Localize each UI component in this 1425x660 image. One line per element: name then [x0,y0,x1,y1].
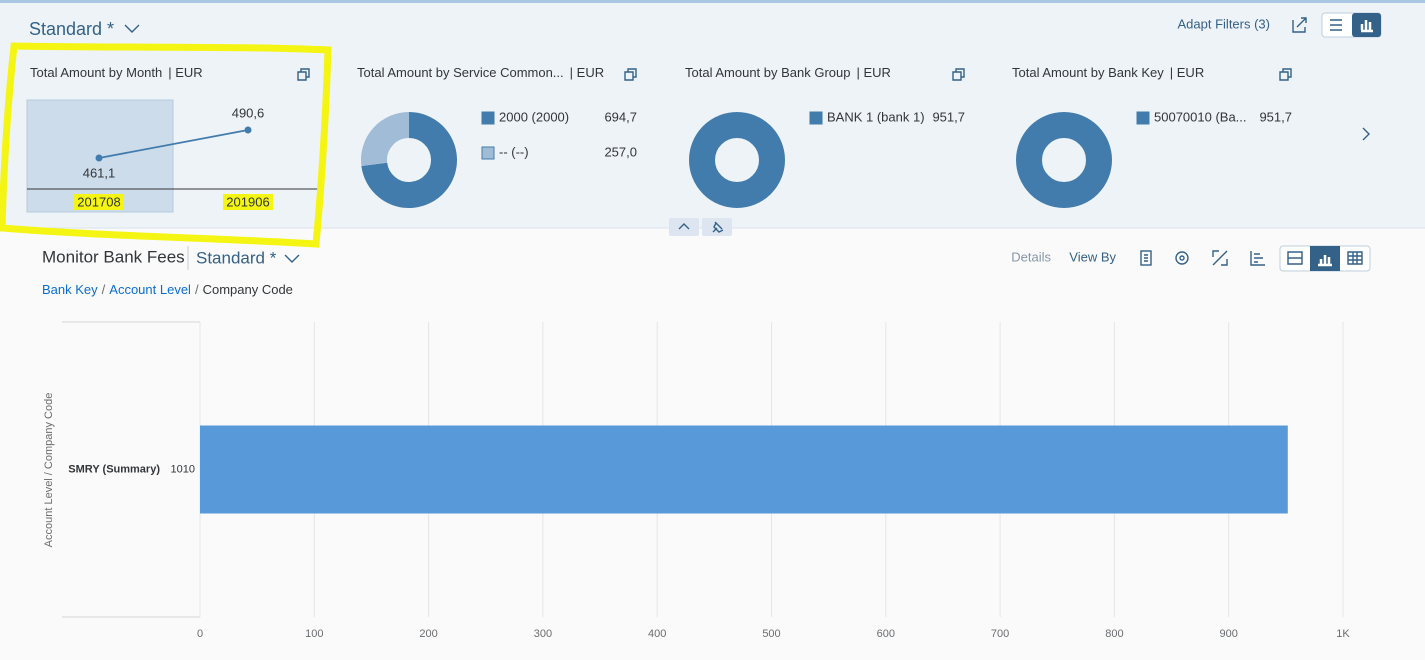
chart-table-icon [1287,251,1303,265]
card-unit: | EUR [856,65,890,80]
chart-only-icon [1318,255,1332,267]
legend-label: 50070010 (Ba... [1154,109,1247,124]
expand-icon[interactable] [624,68,637,81]
donut-segment [1016,112,1112,208]
highlight-annotation: 201708 201906 [0,42,332,248]
x-tick-label: 1K [1336,628,1350,640]
list-icon [1330,19,1342,31]
card-title: Total Amount by Bank Key | EUR [1012,65,1204,80]
legend-label: 2000 (2000) [499,109,569,124]
highlight-loop [0,42,332,248]
x-tick-label: 500 [762,628,780,640]
category-label: 1010 [171,463,195,475]
breadcrumb-current: Company Code [203,282,293,297]
x-tick-label: 600 [877,628,895,640]
view-by[interactable]: View By [1069,249,1116,264]
point [244,126,252,134]
collapse-button[interactable] [669,218,699,236]
category-label: 201708 [77,194,120,209]
pin-button[interactable] [702,218,732,236]
toolbar-icons[interactable] [1140,250,1265,266]
x-tick-label: 700 [991,628,1009,640]
card-unit: | EUR [570,65,604,80]
expand-icon[interactable] [1279,68,1292,81]
x-tick-label: 800 [1105,628,1123,640]
card-title: Total Amount by Bank Group | EUR [685,65,891,80]
legend-swatch [481,146,495,160]
legend-swatch [1136,111,1150,125]
legend-value: 694,7 [604,109,637,124]
main-variant-arrow[interactable] [284,254,300,263]
legend-swatch [809,111,823,125]
variant-arrow[interactable] [124,24,140,33]
highlight-marker [74,194,124,210]
bar[interactable] [200,425,1288,514]
breadcrumb-link[interactable]: Account Level [109,282,191,297]
legend-label: BANK 1 (bank 1) [827,109,925,124]
legend-value: 257,0 [604,144,637,159]
variant[interactable]: Standard * [29,19,114,39]
details[interactable]: Details [1011,249,1051,264]
share-icon[interactable] [1292,17,1307,33]
legend-label: -- (--) [499,144,529,159]
y-axis-title: Account Level / Company Code [43,393,55,548]
adapt-filters[interactable]: Adapt Filters (3) [1178,16,1270,31]
expand-icon[interactable] [952,68,965,81]
x-tick-label: 400 [648,628,666,640]
category-label: 201906 [226,194,269,209]
x-tick-label: 100 [305,628,323,640]
card-title: Total Amount by Service Common... | EUR [357,65,604,80]
table-icon [1347,251,1363,265]
card-title-text: Total Amount by Bank Key [1012,65,1164,80]
legend-value: 951,7 [932,109,965,124]
x-tick-label: 300 [534,628,552,640]
top-border [0,0,1425,3]
value-label: 490,6 [232,105,265,120]
pin-icon [712,221,724,233]
x-tick-label: 900 [1220,628,1238,640]
line [98,129,249,159]
page-title: Monitor Bank Fees [42,247,185,266]
card-unit: | EUR [1170,65,1204,80]
card-title: Total Amount by Month | EUR [30,65,203,80]
legend-swatch [481,111,495,125]
donut-segment [361,112,457,208]
legend-value: 951,7 [1259,109,1292,124]
value-label: 461,1 [83,165,116,180]
collapse-icon [678,223,690,230]
x-tick-label: 200 [419,628,437,640]
x-tick-label: 0 [197,628,203,640]
breadcrumb-link[interactable]: Bank Key [42,282,98,297]
card-unit: | EUR [168,65,202,80]
breadcrumb: Bank Key / Account Level / Company Code [42,282,293,297]
card-title-text: Total Amount by Service Common... [357,65,564,80]
chart-icon [1360,20,1373,33]
filter-charts: Total Amount by Month | EUR 461,1 490,6 Tota… [26,65,1292,213]
donut-segment [361,112,410,167]
main-variant[interactable]: Standard * [196,248,277,267]
card-title-text: Total Amount by Bank Group [685,65,850,80]
main-chart: 0 100 200 300 400 500 600 700 800 900 1K SMRY (Summ… [43,321,1350,640]
point [95,154,103,162]
card-title-text: Total Amount by Month [30,65,162,80]
next-arrow[interactable] [1362,127,1370,141]
group-label: SMRY (Summary) [68,463,160,475]
highlight-marker [223,194,273,210]
donut-segment [689,112,785,208]
expand-icon[interactable] [297,68,310,81]
